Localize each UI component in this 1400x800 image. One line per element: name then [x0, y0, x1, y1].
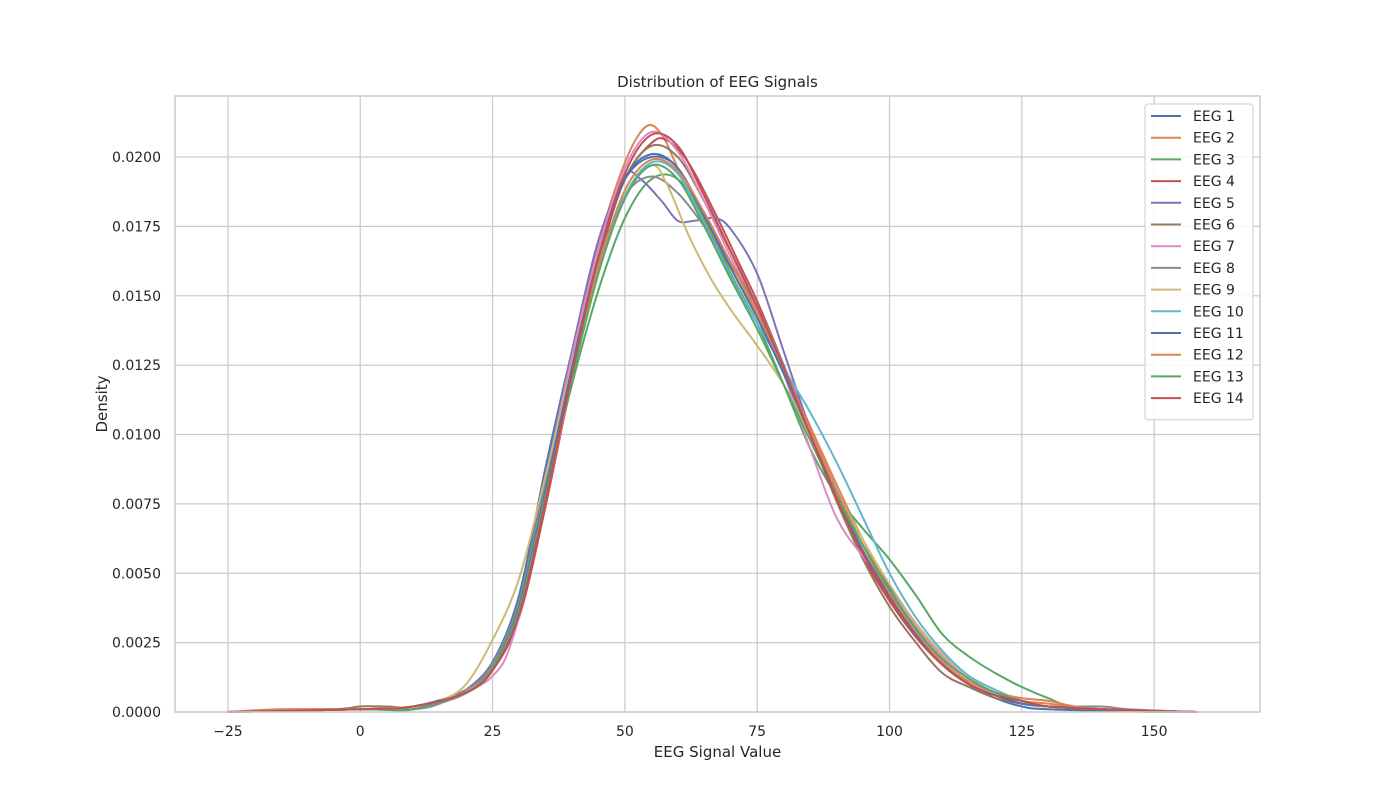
x-tick-label: 125: [1008, 724, 1035, 740]
series-line-eeg-7: [226, 130, 1198, 713]
chart-title: Distribution of EEG Signals: [617, 73, 818, 91]
series-line-eeg-8: [226, 175, 1198, 713]
series-line-eeg-4: [226, 137, 1198, 713]
legend-label-eeg-4: EEG 4: [1193, 174, 1235, 190]
legend-label-eeg-11: EEG 11: [1193, 326, 1244, 342]
x-tick-label: 150: [1141, 724, 1168, 740]
legend: EEG 1 EEG 2 EEG 3 EEG 4 EEG 5 EEG 6 EEG 7 EEG 8…: [1144, 103, 1254, 421]
x-tick-label: 25: [484, 724, 502, 740]
series-line-eeg-14: [226, 132, 1198, 713]
series-line-eeg-9: [226, 164, 1198, 713]
series-line-eeg-5: [226, 170, 1198, 713]
y-tick-label: 0.0200: [112, 150, 161, 166]
x-tick-label: 75: [748, 724, 766, 740]
legend-label-eeg-8: EEG 8: [1193, 261, 1235, 277]
series-line-eeg-3: [226, 173, 1198, 713]
y-tick-label: 0.0175: [112, 219, 161, 235]
plot-frame: [174, 95, 1261, 713]
legend-box: [1144, 103, 1254, 421]
series-line-eeg-13: [226, 163, 1198, 713]
y-tick-label: 0.0050: [112, 566, 161, 582]
y-tick-label: 0.0025: [112, 636, 161, 652]
y-tick-label: 0.0125: [112, 358, 161, 374]
series-lines: [226, 123, 1198, 713]
legend-label-eeg-10: EEG 10: [1193, 304, 1244, 320]
y-axis-ticks: 0.0000 0.0025 0.0050 0.0075 0.0100 0.0125 0.01…: [112, 150, 161, 721]
legend-label-eeg-9: EEG 9: [1193, 283, 1235, 299]
legend-label-eeg-5: EEG 5: [1193, 196, 1235, 212]
legend-label-eeg-7: EEG 7: [1193, 239, 1235, 255]
x-tick-label: 100: [876, 724, 903, 740]
legend-label-eeg-6: EEG 6: [1193, 218, 1235, 234]
y-tick-label: 0.0000: [112, 705, 161, 721]
legend-label-eeg-3: EEG 3: [1193, 152, 1235, 168]
x-axis-title: EEG Signal Value: [654, 743, 781, 761]
x-tick-label: 0: [356, 724, 365, 740]
x-tick-label: 50: [616, 724, 634, 740]
grid: [175, 96, 1260, 713]
y-tick-label: 0.0150: [112, 289, 161, 305]
x-tick-label: −25: [213, 724, 243, 740]
y-tick-label: 0.0075: [112, 497, 161, 513]
y-tick-label: 0.0100: [112, 428, 161, 444]
legend-label-eeg-1: EEG 1: [1193, 109, 1235, 125]
legend-label-eeg-2: EEG 2: [1193, 131, 1235, 147]
x-axis-ticks: −25 0 25 50 75 100 125 150: [213, 724, 1167, 740]
legend-label-eeg-12: EEG 12: [1193, 348, 1244, 364]
legend-label-eeg-14: EEG 14: [1193, 391, 1244, 407]
y-axis-title: Density: [93, 375, 111, 432]
legend-label-eeg-13: EEG 13: [1193, 369, 1244, 385]
